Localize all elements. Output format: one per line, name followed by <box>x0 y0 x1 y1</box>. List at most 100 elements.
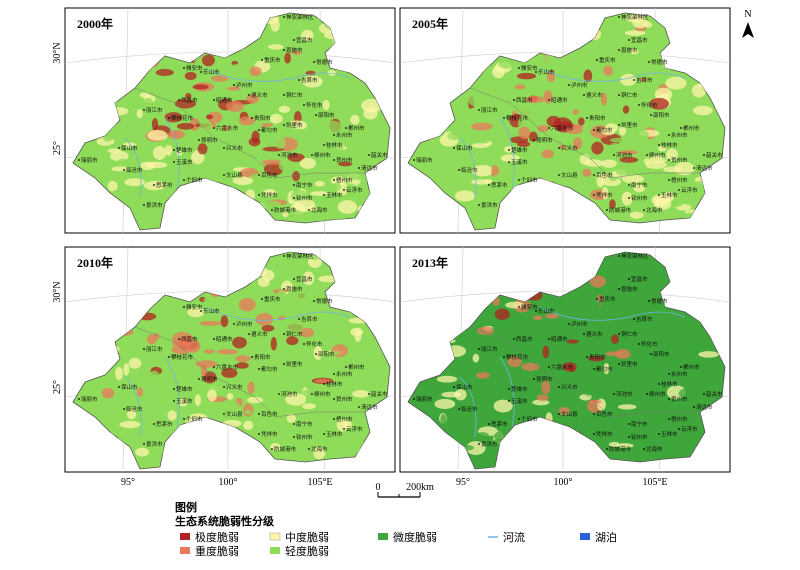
city-dot <box>283 94 285 96</box>
city-dot <box>508 161 510 163</box>
vulnerability-patch <box>231 63 249 70</box>
vulnerability-patch <box>303 151 312 158</box>
vulnerability-patch <box>494 400 513 413</box>
vulnerability-patch <box>569 161 581 174</box>
lat-label: 25° <box>52 141 63 155</box>
north-label: N <box>744 9 751 20</box>
city-label: 西昌市 <box>181 335 198 343</box>
city-dot <box>223 147 225 149</box>
city-label: 乐山市 <box>538 307 555 315</box>
city-dot <box>548 338 550 340</box>
vulnerability-patch <box>115 367 123 381</box>
vulnerability-patch <box>145 162 167 169</box>
vulnerability-patch <box>104 412 114 424</box>
vulnerability-patch <box>471 179 491 184</box>
city-dot <box>283 16 285 18</box>
panel-title: 2010年 <box>77 255 113 270</box>
vulnerability-patch <box>677 139 694 150</box>
city-label: 百色市 <box>261 410 278 418</box>
city-label: 桂林市 <box>326 141 343 149</box>
city-dot <box>658 433 660 435</box>
city-label: 攀枝花市 <box>506 114 529 122</box>
city-dot <box>508 400 510 402</box>
city-label: 宜昌市 <box>296 275 313 283</box>
city-label: 云浮市 <box>346 425 363 433</box>
city-label: 景洪市 <box>481 440 498 448</box>
vulnerability-patch <box>243 421 253 430</box>
vulnerability-patch <box>698 351 718 358</box>
city-dot <box>458 169 460 171</box>
city-label: 泸州市 <box>236 81 253 89</box>
vulnerability-patch <box>492 321 503 334</box>
vulnerability-patch <box>575 63 585 75</box>
city-dot <box>143 204 145 206</box>
vulnerability-patch <box>317 362 332 373</box>
city-dot <box>668 179 670 181</box>
city-label: 玉林市 <box>661 430 678 438</box>
city-label: 郴州市 <box>683 124 700 132</box>
vulnerability-patch <box>177 123 195 130</box>
city-dot <box>258 129 260 131</box>
city-dot <box>618 255 620 257</box>
vulnerability-patch <box>447 132 460 140</box>
city-dot <box>648 300 650 302</box>
city-dot <box>183 67 185 69</box>
city-dot <box>678 428 680 430</box>
city-dot <box>283 49 285 51</box>
city-label: 昆明市 <box>201 136 218 144</box>
city-dot <box>668 398 670 400</box>
vulnerability-patch <box>472 143 489 148</box>
city-label: 清远市 <box>361 403 378 411</box>
vulnerability-patch <box>124 345 138 353</box>
vulnerability-patch <box>315 181 325 187</box>
vulnerability-patch <box>623 105 629 113</box>
scale-zero: 0 <box>376 482 381 493</box>
city-dot <box>143 443 145 445</box>
city-dot <box>680 366 682 368</box>
city-dot <box>303 343 305 345</box>
city-label: 河池市 <box>616 390 633 398</box>
city-dot <box>680 127 682 129</box>
city-label: 恩施市 <box>621 285 638 293</box>
city-dot <box>693 167 695 169</box>
city-dot <box>278 154 280 156</box>
city-label: 丽江市 <box>146 345 163 353</box>
city-label: 怀化市 <box>306 101 323 109</box>
city-dot <box>323 144 325 146</box>
vulnerability-patch <box>566 339 579 343</box>
legend-label: 河流 <box>503 530 525 544</box>
city-dot <box>646 393 648 395</box>
vulnerability-patch <box>518 127 530 139</box>
city-label: 柳州市 <box>314 151 331 159</box>
city-dot <box>548 99 550 101</box>
city-label: 韶关市 <box>371 151 388 159</box>
city-dot <box>173 161 175 163</box>
vulnerability-patch <box>321 121 343 134</box>
city-label: 北海市 <box>646 206 663 214</box>
city-dot <box>198 378 200 380</box>
lat-label: 30°N <box>52 281 63 302</box>
city-label: 钦州市 <box>296 433 313 441</box>
city-dot <box>223 386 225 388</box>
city-dot <box>303 104 305 106</box>
vulnerability-patch <box>204 296 216 304</box>
vulnerability-patch <box>108 148 121 153</box>
city-label: 个旧市 <box>521 415 538 423</box>
city-dot <box>258 174 260 176</box>
city-label: 都匀市 <box>596 365 613 373</box>
city-label: 都匀市 <box>596 126 613 134</box>
city-label: 河池市 <box>281 151 298 159</box>
city-dot <box>458 408 460 410</box>
city-dot <box>345 366 347 368</box>
vulnerability-patch <box>519 325 540 331</box>
vulnerability-patch <box>255 50 273 56</box>
vulnerability-patch <box>202 55 215 67</box>
legend-label: 湖泊 <box>595 531 617 544</box>
city-dot <box>593 413 595 415</box>
city-label: 六盘水市 <box>216 124 239 132</box>
city-dot <box>628 184 630 186</box>
city-label: 贺州市 <box>336 395 353 403</box>
city-dot <box>333 418 335 420</box>
vulnerability-patch <box>147 130 167 141</box>
